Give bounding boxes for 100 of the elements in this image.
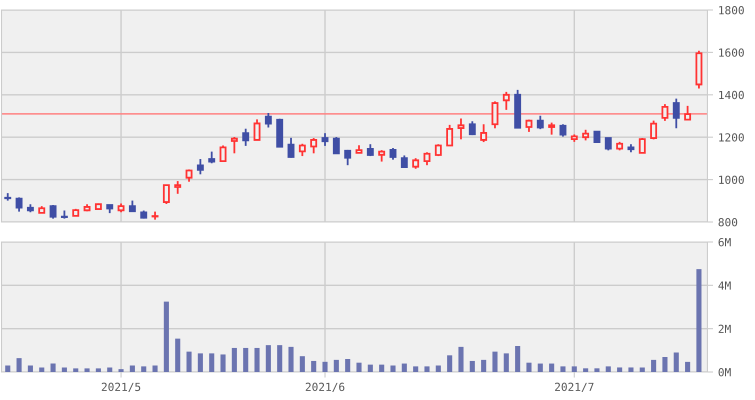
x-tick-label: 2021/5 — [102, 382, 140, 392]
candlestick — [196, 158, 204, 176]
bar — [232, 348, 237, 372]
candlestick — [526, 118, 532, 133]
bar — [504, 353, 509, 372]
bar — [50, 364, 56, 372]
candlestick — [400, 154, 408, 168]
bar — [368, 364, 373, 372]
bar — [152, 366, 158, 372]
candlestick — [162, 184, 170, 205]
bar — [436, 366, 441, 372]
candlestick — [288, 136, 294, 159]
bar — [322, 362, 328, 372]
bar — [73, 368, 78, 372]
candlestick — [186, 168, 192, 183]
bar — [402, 364, 407, 372]
candlestick — [468, 120, 476, 136]
candlestick — [128, 200, 136, 212]
candlestick — [230, 136, 238, 154]
candlestick — [322, 132, 328, 147]
candlestick — [378, 149, 386, 162]
bar — [141, 366, 146, 372]
candlestick — [174, 180, 182, 195]
y-tick-label: 1600 — [719, 48, 744, 57]
candlestick — [661, 103, 668, 122]
y-tick-label: 1800 — [719, 6, 744, 14]
bar — [254, 348, 260, 372]
y-tick-label: 1200 — [719, 133, 744, 142]
bar — [583, 368, 588, 372]
bar — [674, 352, 679, 372]
candlestick — [582, 128, 590, 142]
bar — [266, 345, 271, 372]
x-tick-label: 2021/6 — [306, 382, 344, 392]
candlestick — [220, 144, 226, 162]
bar — [662, 357, 668, 372]
x-tick-label: 2021/7 — [555, 382, 594, 392]
bar — [390, 366, 396, 372]
bar — [606, 366, 611, 372]
bar — [277, 345, 282, 372]
y-tick-label: 6M — [718, 238, 731, 246]
bar — [39, 367, 44, 372]
bar — [220, 354, 226, 372]
bar — [481, 360, 486, 372]
bar — [356, 362, 362, 372]
bar — [492, 352, 498, 372]
bar — [538, 364, 543, 372]
bar — [107, 367, 112, 372]
bar — [62, 367, 67, 372]
bar — [198, 353, 203, 372]
bar — [594, 368, 600, 372]
candlestick — [684, 104, 692, 121]
bar — [334, 360, 339, 372]
y-tick-label: 1000 — [719, 176, 744, 184]
y-tick-label: 800 — [718, 218, 738, 226]
bar — [685, 362, 690, 372]
bar — [300, 356, 305, 372]
bar — [413, 366, 418, 372]
candlestick — [412, 157, 420, 170]
bar — [572, 366, 577, 372]
candlestick — [264, 112, 272, 128]
bar — [130, 366, 135, 372]
bar — [5, 366, 10, 372]
candlestick — [548, 122, 556, 136]
y-tick-label: 2M — [718, 324, 731, 333]
candlestick — [298, 142, 306, 157]
candlestick — [502, 90, 510, 111]
bar — [311, 360, 316, 372]
candlestick — [208, 150, 216, 164]
candlestick — [332, 136, 340, 154]
bar — [28, 366, 33, 372]
bar — [560, 366, 566, 372]
bar — [526, 362, 532, 372]
bar — [470, 360, 475, 372]
bar — [515, 346, 520, 372]
bar — [209, 353, 214, 372]
candlestick — [604, 137, 612, 152]
bar — [175, 338, 180, 372]
candlestick — [560, 123, 566, 138]
bar — [651, 360, 656, 372]
bar — [640, 367, 645, 372]
bar — [617, 367, 622, 372]
bar — [696, 269, 702, 372]
candlestick — [458, 118, 464, 140]
y-tick-label: 1400 — [719, 90, 744, 100]
bar — [345, 359, 350, 372]
candlestick — [638, 137, 646, 154]
candlestick — [254, 118, 260, 141]
y-tick-label: 4M — [718, 281, 731, 290]
candlestick — [50, 204, 57, 220]
bar — [549, 364, 554, 372]
bar — [186, 352, 192, 372]
candlestick — [344, 149, 352, 166]
candlestick — [310, 137, 318, 154]
candlestick — [480, 123, 488, 143]
bar — [424, 366, 430, 372]
bar — [16, 358, 22, 372]
candlestick — [672, 98, 680, 130]
candlestick — [650, 120, 658, 140]
candlestick — [424, 151, 430, 166]
bar — [118, 369, 124, 372]
